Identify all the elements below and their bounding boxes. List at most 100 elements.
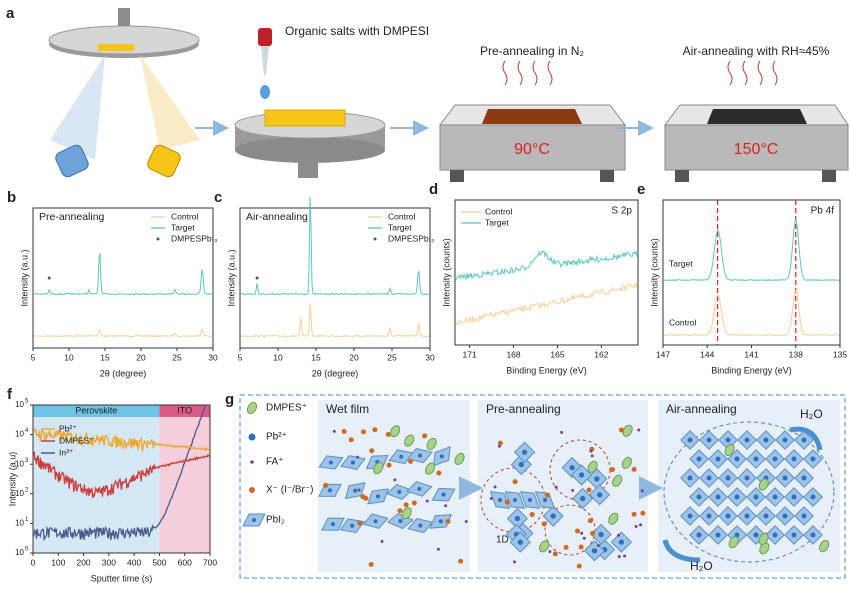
pb-ion	[687, 475, 693, 481]
x-tick-label: 200	[76, 557, 90, 567]
light-beam	[140, 55, 200, 150]
temperature: 150°C	[734, 141, 779, 158]
ion	[372, 427, 378, 433]
pb-ion	[569, 464, 575, 471]
dropper	[258, 28, 272, 46]
pb-ion	[418, 523, 423, 528]
y-tick-exp: 4	[25, 428, 29, 434]
panel-label: a	[6, 5, 15, 22]
pb-ion	[498, 498, 502, 502]
legend-label: Pb²⁺	[59, 423, 77, 433]
x-tick-label: 10	[64, 352, 74, 362]
y-axis-label: Intensity (a.u.)	[226, 249, 236, 306]
series-line	[33, 428, 210, 453]
y-axis-label: Intensity (a.u.)	[19, 249, 29, 306]
ion	[363, 495, 369, 501]
hotplate	[439, 60, 626, 182]
pb-ion	[580, 495, 586, 502]
pb-ion	[810, 494, 816, 500]
panel-label: c	[214, 189, 222, 206]
ion	[411, 500, 417, 506]
ion	[529, 512, 535, 518]
marker	[47, 276, 51, 280]
series-line	[32, 451, 210, 498]
lamp	[55, 144, 89, 178]
legend-label: FA⁺	[266, 457, 284, 468]
pb-ion	[417, 453, 422, 458]
plot-frame	[454, 199, 639, 346]
legend-label: Control	[388, 211, 416, 221]
legend-label: Pb²⁺	[266, 432, 287, 443]
panel-g: g DMPES⁺ Pb²⁺ FA⁺ X⁻ (I⁻/Br⁻) PbI₂ Wet film Pr…	[225, 391, 846, 579]
y-tick-exp: 0	[25, 547, 29, 553]
pb-ion	[328, 488, 333, 493]
pb-ion	[373, 519, 378, 524]
dmpes	[401, 507, 412, 520]
pb-ion	[328, 460, 333, 465]
dmpes	[404, 434, 415, 447]
ion	[489, 496, 493, 500]
ion	[504, 499, 510, 505]
x-tick-label: 600	[178, 557, 192, 567]
ion	[640, 489, 644, 493]
dropper-text: Organic salts with DMPESI	[285, 24, 429, 38]
ion	[250, 460, 254, 464]
spindle	[118, 8, 130, 30]
region	[159, 405, 210, 553]
dropper-tip	[261, 46, 269, 75]
water-arrow	[662, 539, 701, 563]
x-tick-label: 20	[136, 352, 146, 362]
ion	[458, 558, 464, 564]
panel-title: Pre-annealing	[39, 211, 105, 223]
ion	[425, 499, 429, 503]
x-axis-label: Binding Energy (eV)	[711, 365, 792, 375]
pb-ion	[791, 494, 797, 500]
x-tick-label: 141	[744, 349, 758, 359]
ion	[587, 518, 593, 524]
ion	[637, 428, 641, 432]
pb-ion	[763, 513, 769, 519]
x-tick-label: 100	[51, 557, 65, 567]
ion	[385, 431, 391, 437]
legend-marker	[373, 237, 377, 241]
substrate	[98, 44, 134, 51]
ion	[563, 544, 569, 550]
pb-ion	[353, 488, 358, 493]
x-tick-label: 147	[656, 349, 670, 359]
ion	[554, 485, 558, 489]
series-line	[33, 328, 213, 338]
x-tick-label: 700	[203, 557, 217, 567]
y-tick-exp: 1	[25, 517, 29, 523]
legend-label: In³⁺	[59, 447, 73, 457]
pb-ion	[398, 519, 403, 524]
ion	[512, 479, 518, 485]
ion	[576, 563, 582, 569]
ion	[590, 530, 596, 536]
marker	[255, 276, 259, 280]
dmpes	[819, 540, 830, 553]
x-tick-label: 165	[550, 349, 564, 359]
pb-ion	[753, 494, 759, 500]
x-tick-label: 15	[100, 352, 110, 362]
temperature: 90°C	[514, 141, 550, 158]
pb-ion	[397, 489, 402, 494]
x-tick-label: 168	[506, 349, 520, 359]
ion	[560, 430, 564, 434]
droplet	[260, 85, 270, 99]
pb-ion	[331, 522, 336, 527]
pb-ion	[810, 456, 816, 462]
pb-ion	[543, 498, 547, 502]
ion	[386, 462, 392, 468]
region-head	[33, 405, 160, 417]
ion	[617, 533, 621, 537]
dmpes	[587, 460, 598, 473]
ion	[368, 561, 374, 567]
dmpes	[758, 478, 769, 491]
ion	[403, 502, 409, 508]
legend-label: Control	[171, 211, 199, 221]
ion	[408, 458, 414, 464]
pb-ion	[763, 437, 769, 443]
panel-label: b	[7, 189, 16, 206]
pb-ion	[518, 461, 524, 468]
pb-ion	[417, 486, 422, 491]
